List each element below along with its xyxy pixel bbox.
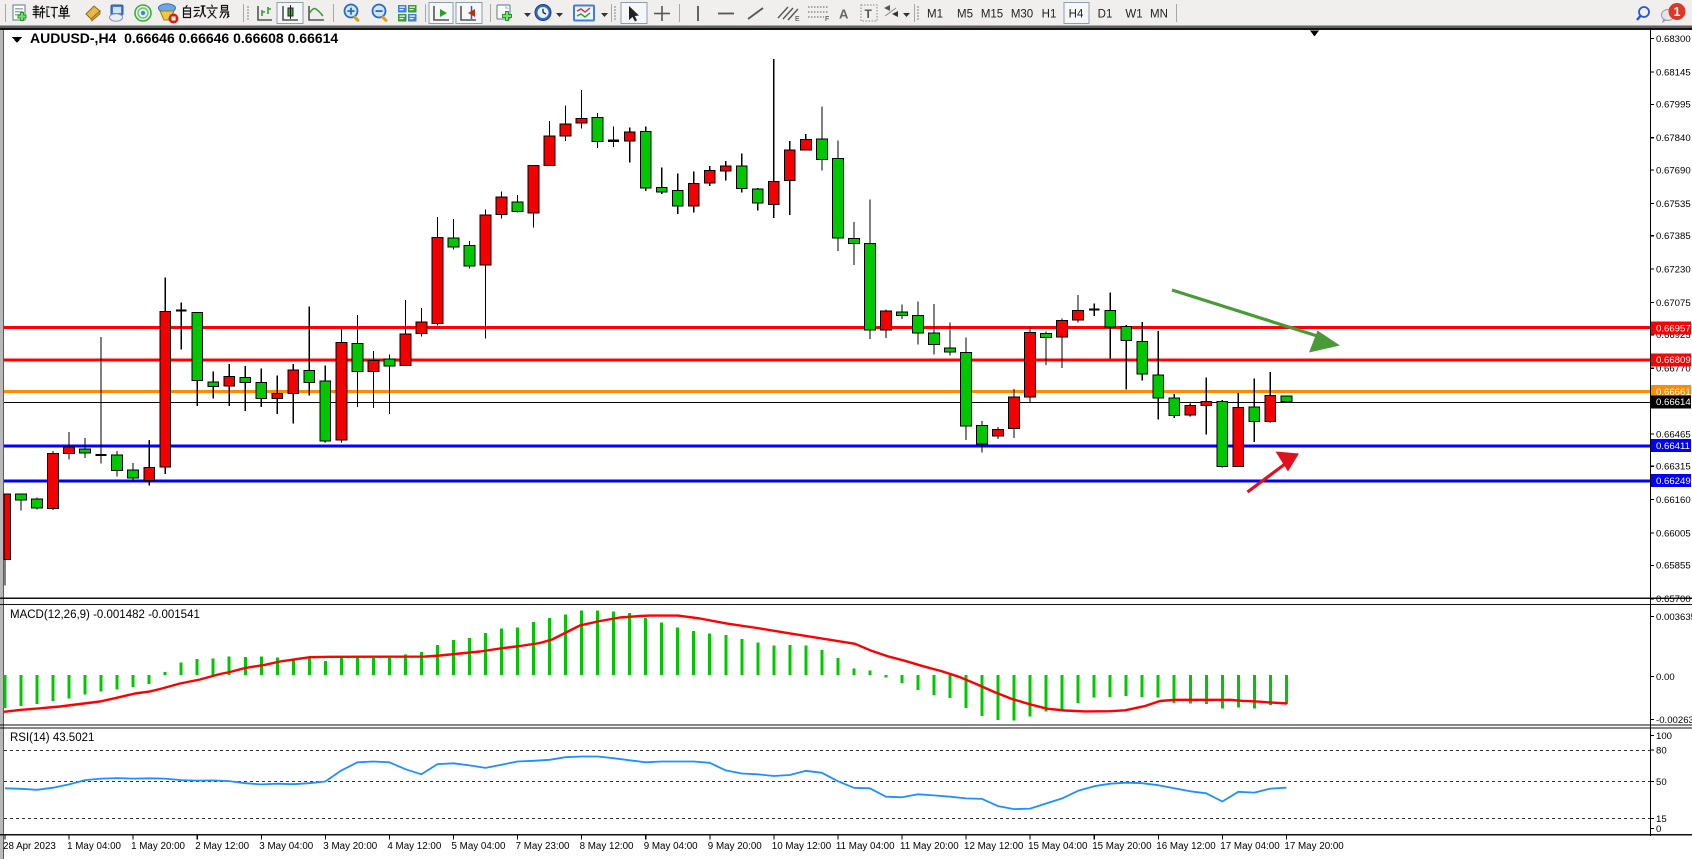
svg-text:15: 15 [1656,814,1667,825]
svg-text:0.00: 0.00 [1656,672,1675,683]
svg-text:3 May 04:00: 3 May 04:00 [259,841,313,852]
svg-text:0.66770: 0.66770 [1656,364,1691,375]
svg-text:M15: M15 [981,9,1003,21]
svg-text:1 May 04:00: 1 May 04:00 [67,841,121,852]
svg-text:11 May 04:00: 11 May 04:00 [836,841,895,852]
svg-text:0.66249: 0.66249 [1656,476,1691,487]
svg-text:0.66809: 0.66809 [1656,355,1691,366]
svg-text:0.66160: 0.66160 [1656,495,1691,506]
svg-text:9 May 04:00: 9 May 04:00 [644,841,698,852]
svg-text:15 May 04:00: 15 May 04:00 [1028,841,1088,852]
svg-text:F: F [825,16,829,23]
svg-text:A: A [839,7,849,22]
svg-text:0.67075: 0.67075 [1656,298,1691,309]
svg-text:W1: W1 [1125,9,1142,21]
svg-text:4 May 12:00: 4 May 12:00 [387,841,441,852]
svg-text:MACD(12,26,9) -0.001482 -0.001: MACD(12,26,9) -0.001482 -0.001541 [10,609,200,621]
svg-text:8 May 12:00: 8 May 12:00 [580,841,634,852]
svg-text:-0.00263: -0.00263 [1656,715,1692,726]
svg-text:3 May 20:00: 3 May 20:00 [323,841,377,852]
svg-text:0.66465: 0.66465 [1656,429,1691,440]
svg-text:0.67385: 0.67385 [1656,231,1691,242]
svg-text:D1: D1 [1098,9,1113,21]
svg-text:10 May 12:00: 10 May 12:00 [772,841,832,852]
svg-text:15 May 20:00: 15 May 20:00 [1092,841,1152,852]
svg-text:0.67995: 0.67995 [1656,100,1691,111]
svg-text:0.65700: 0.65700 [1656,594,1691,605]
svg-text:AUDUSD-,H4 0.66646 0.66646 0.: AUDUSD-,H4 0.66646 0.66646 0.66608 0.666… [30,30,338,46]
svg-text:50: 50 [1656,777,1667,788]
svg-text:1: 1 [1674,5,1681,19]
svg-text:0.67535: 0.67535 [1656,199,1691,210]
svg-text:H1: H1 [1042,9,1057,21]
svg-text:0: 0 [1656,824,1661,835]
svg-text:0.66661: 0.66661 [1656,387,1691,398]
svg-text:M1: M1 [927,9,943,21]
svg-text:T: T [865,7,873,21]
svg-text:0.68300: 0.68300 [1656,34,1691,45]
svg-text:5 May 04:00: 5 May 04:00 [452,841,506,852]
svg-text:0.67230: 0.67230 [1656,265,1691,276]
svg-text:9 May 20:00: 9 May 20:00 [708,841,762,852]
svg-text:0.66925: 0.66925 [1656,330,1691,341]
svg-text:0.66411: 0.66411 [1656,441,1690,452]
svg-text:RSI(14) 43.5021: RSI(14) 43.5021 [10,732,94,744]
svg-text:M5: M5 [957,9,973,21]
svg-text:7 May 23:00: 7 May 23:00 [516,841,570,852]
svg-text:100: 100 [1656,731,1672,742]
svg-text:1 May 20:00: 1 May 20:00 [131,841,185,852]
svg-text:M30: M30 [1011,9,1033,21]
svg-text:12 May 12:00: 12 May 12:00 [964,841,1024,852]
svg-text:80: 80 [1656,745,1667,756]
svg-text:0.65855: 0.65855 [1656,561,1691,572]
svg-text:0.67840: 0.67840 [1656,133,1691,144]
svg-text:MN: MN [1150,9,1168,21]
svg-text:0.66957: 0.66957 [1656,323,1691,334]
svg-text:2 May 12:00: 2 May 12:00 [195,841,249,852]
svg-text:H4: H4 [1069,9,1084,21]
svg-text:0.003635: 0.003635 [1656,612,1692,623]
svg-text:28 Apr 2023: 28 Apr 2023 [3,841,56,852]
svg-text:11 May 20:00: 11 May 20:00 [900,841,959,852]
svg-text:17 May 20:00: 17 May 20:00 [1284,841,1344,852]
svg-text:0.66315: 0.66315 [1656,462,1691,473]
svg-text:16 May 12:00: 16 May 12:00 [1156,841,1216,852]
svg-text:17 May 04:00: 17 May 04:00 [1220,841,1280,852]
svg-text:0.66005: 0.66005 [1656,528,1691,539]
svg-text:0.67690: 0.67690 [1656,165,1691,176]
svg-text:E: E [795,16,800,23]
svg-text:0.68145: 0.68145 [1656,67,1691,78]
svg-text:0.66614: 0.66614 [1656,397,1691,408]
